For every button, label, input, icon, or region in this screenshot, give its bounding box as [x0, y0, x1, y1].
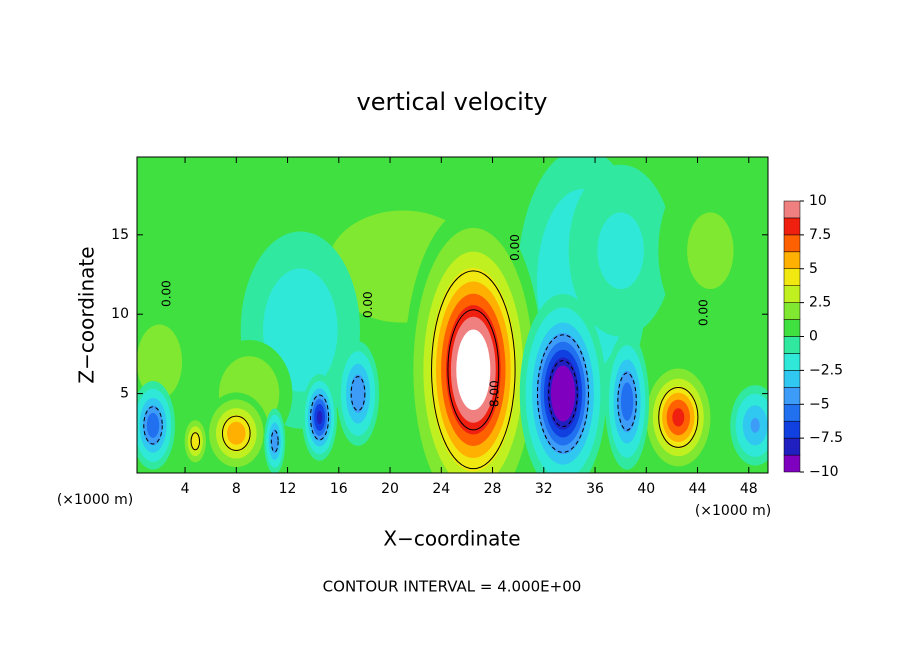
colorbar-swatch: [783, 420, 801, 439]
contour-fill: [146, 412, 160, 438]
colorbar-swatch: [783, 268, 801, 286]
contour-label: 0.00: [508, 234, 522, 261]
contour-line: [617, 372, 637, 431]
contour-interval: CONTOUR INTERVAL = 4.000E+00: [323, 578, 582, 596]
colorbar-swatch: [783, 200, 801, 219]
colorbar-swatch: [783, 285, 801, 303]
y-tick-label: 10: [111, 306, 129, 322]
x-tick-label: 36: [586, 481, 604, 497]
x-tick-label: 16: [330, 481, 348, 497]
x-tick-label: 48: [740, 481, 758, 497]
contour-fill: [597, 212, 644, 290]
contour-line: [431, 270, 516, 470]
colorbar-swatch: [783, 387, 801, 405]
colorbar-swatch: [783, 302, 801, 320]
colorbar-swatch: [783, 437, 801, 456]
contour-fill: [750, 417, 760, 433]
contour-fill: [137, 324, 183, 400]
contour-line: [350, 376, 366, 412]
colorbar-swatch: [783, 217, 801, 236]
colorbar-label: 10: [809, 193, 827, 209]
contour-line: [190, 432, 201, 451]
x-tick-label: 8: [232, 481, 241, 497]
contour-line: [143, 406, 163, 445]
colorbar-swatch: [783, 234, 801, 253]
x-tick-label: 32: [535, 481, 553, 497]
x-tick-label: 44: [689, 481, 707, 497]
x-tick-label: 12: [279, 481, 297, 497]
contour-fill: [270, 429, 279, 454]
x-tick-label: 20: [381, 481, 399, 497]
contour-line: [447, 309, 500, 431]
plot-frame: [136, 156, 769, 474]
contour-line: [548, 360, 578, 428]
colorbar-label: −5: [809, 396, 830, 412]
colorbar-swatch: [783, 404, 801, 422]
colorbar-swatch: [783, 251, 801, 269]
x-unit-label: (×1000 m): [57, 492, 133, 508]
contour-line: [536, 334, 590, 453]
colorbar-label: −7.5: [809, 430, 843, 446]
contour-fill: [190, 431, 201, 451]
colorbar-swatch: [783, 336, 801, 354]
colorbar-swatch: [783, 353, 801, 371]
colorbar-label: 7.5: [809, 227, 831, 243]
contour-line: [270, 430, 279, 453]
colorbar-label: 5: [809, 261, 818, 277]
colorbar-label: −2.5: [809, 362, 843, 378]
colorbar-swatch: [783, 370, 801, 388]
contour-fill: [555, 375, 571, 412]
colorbar-label: 0: [809, 329, 818, 345]
x-tick-label: 40: [637, 481, 655, 497]
x-axis-label: X−coordinate: [383, 527, 520, 551]
x-tick-label: 28: [484, 481, 502, 497]
contour-line: [658, 387, 699, 448]
x-tick-label: 24: [432, 481, 450, 497]
contour-fill: [463, 345, 484, 394]
contour-fill: [227, 421, 246, 445]
y-tick-label: 15: [111, 227, 129, 243]
contour-fill: [672, 408, 685, 427]
chart-title: vertical velocity: [357, 88, 548, 116]
x-tick-label: 4: [181, 481, 190, 497]
contour-fill: [350, 374, 366, 413]
contour-fill: [316, 410, 323, 425]
y-axis-label: Z−coordinate: [75, 246, 99, 383]
contour-line: [310, 394, 330, 441]
contour-fill: [687, 212, 734, 290]
contour-label: 8.00: [488, 380, 502, 407]
contour-line: [221, 415, 251, 451]
y-tick-label: 5: [120, 386, 129, 402]
contour-label: 0.00: [160, 280, 174, 307]
contour-fill: [620, 382, 634, 421]
x-unit-label: (×1000 m): [695, 503, 771, 519]
contour-label: 0.00: [696, 299, 710, 326]
colorbar-label: 2.5: [809, 295, 831, 311]
contour-label: 0.00: [361, 291, 375, 318]
colorbar-label: −10: [809, 464, 839, 480]
colorbar-swatch: [783, 454, 801, 473]
field: 0.00 0.00 0.00 0.00 8.00: [137, 157, 768, 473]
colorbar-swatch: [783, 319, 801, 337]
